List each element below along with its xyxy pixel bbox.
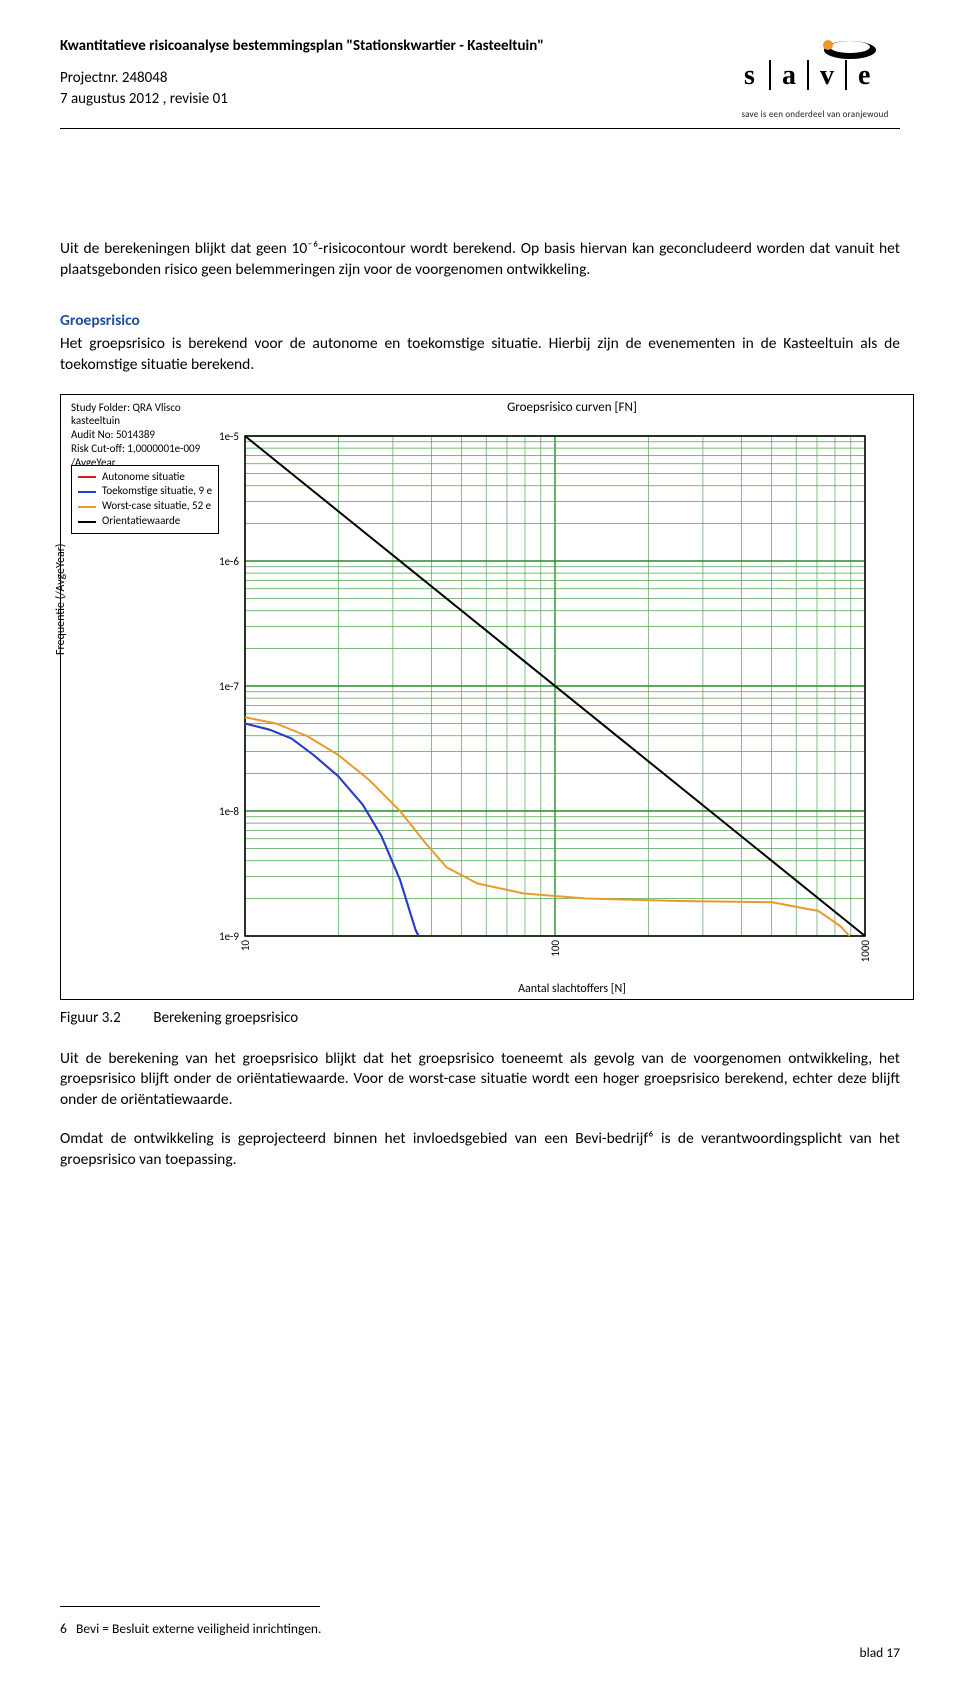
after-figure-p1: Uit de berekening van het groepsrisico b… — [60, 1049, 900, 1112]
page-header: Kwantitatieve risicoanalyse bestemmingsp… — [60, 36, 900, 120]
legend-swatch — [78, 506, 96, 508]
footnote-6: 6 Bevi = Besluit externe veiligheid inri… — [60, 1620, 321, 1637]
svg-text:s: s — [744, 60, 755, 91]
legend-item: Orientatiewaarde — [78, 514, 212, 529]
legend-item: Autonome situatie — [78, 470, 212, 485]
svg-text:1e-9: 1e-9 — [219, 930, 239, 943]
logo-accent-dot — [823, 40, 833, 50]
chart-title: Groepsrisico curven [FN] — [237, 399, 907, 417]
page-number: blad 17 — [860, 1644, 901, 1661]
body-text: Uit de berekeningen blijkt dat geen 10⁻⁶… — [60, 239, 900, 1171]
chart-legend: Autonome situatie Toekomstige situatie, … — [71, 465, 219, 534]
project-number: Projectnr. 248048 — [60, 68, 544, 88]
chart-metadata: Study Folder: QRA Vlisco kasteeltuin Aud… — [71, 401, 200, 470]
svg-text:a: a — [782, 60, 796, 91]
page: Kwantitatieve risicoanalyse bestemmingsp… — [0, 0, 960, 1689]
svg-text:1e-8: 1e-8 — [219, 805, 239, 818]
legend-swatch — [78, 476, 96, 478]
y-axis-label: Frequentie (/AvgeYear) — [53, 543, 69, 655]
footnote-rule — [60, 1606, 320, 1607]
svg-text:1000: 1000 — [859, 940, 872, 963]
svg-text:100: 100 — [549, 940, 562, 957]
groepsrisico-intro: Het groepsrisico is berekend voor de aut… — [60, 334, 900, 376]
save-logo: s a v e save is een onderdeel van oranje… — [730, 36, 900, 120]
header-rule — [60, 128, 900, 129]
section-heading-groepsrisico: Groepsrisico — [60, 311, 900, 332]
save-logo-icon: s a v e — [730, 36, 900, 102]
revision-date: 7 augustus 2012 , revisie 01 — [60, 89, 544, 109]
legend-item: Toekomstige situatie, 9 e — [78, 484, 212, 499]
doc-title: Kwantitatieve risicoanalyse bestemmingsp… — [60, 36, 544, 56]
legend-swatch — [78, 521, 96, 523]
x-axis-label: Aantal slachtoffers [N] — [237, 981, 907, 997]
svg-text:v: v — [820, 60, 834, 91]
figure-caption: Figuur 3.2 Berekening groepsrisico — [60, 1008, 900, 1028]
logo-tagline: save is een onderdeel van oranjewoud — [730, 109, 900, 120]
intro-paragraph: Uit de berekeningen blijkt dat geen 10⁻⁶… — [60, 239, 900, 281]
legend-item: Worst-case situatie, 52 e — [78, 499, 212, 514]
svg-text:1e-7: 1e-7 — [219, 680, 239, 693]
svg-text:1e-5: 1e-5 — [219, 430, 239, 443]
svg-text:1e-6: 1e-6 — [219, 555, 239, 568]
legend-swatch — [78, 491, 96, 493]
header-text-block: Kwantitatieve risicoanalyse bestemmingsp… — [60, 36, 544, 109]
after-figure-p2: Omdat de ontwikkeling is geprojecteerd b… — [60, 1129, 900, 1171]
svg-text:10: 10 — [239, 940, 252, 952]
figure-3-2: Groepsrisico curven [FN] Study Folder: Q… — [60, 394, 914, 1001]
svg-text:e: e — [858, 60, 870, 91]
